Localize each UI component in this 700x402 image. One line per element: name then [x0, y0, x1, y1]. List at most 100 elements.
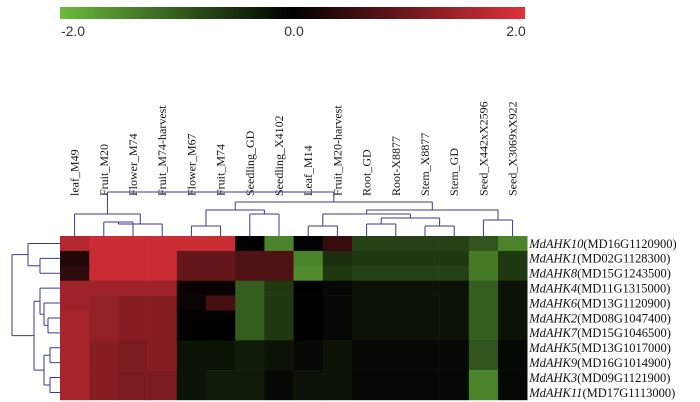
heatmap-cell-r9-c4	[176, 370, 207, 386]
heatmap-cell-r6-c2	[118, 325, 148, 341]
heatmap-cell-r0-c8	[293, 236, 324, 252]
heatmap-cell-r0-c12	[410, 236, 440, 252]
heatmap-cell-r10-c15	[498, 385, 528, 401]
colorbar-mid-label: 0.0	[284, 23, 304, 39]
column-dendrogram-branch-4	[249, 213, 280, 236]
heatmap-cell-r10-c2	[118, 385, 148, 401]
heatmap-cell-r2-c13	[439, 265, 470, 281]
heatmap-cell-r10-c1	[89, 385, 119, 401]
column-dendrogram-branch-2	[74, 213, 141, 236]
column-dendrogram-branch-7	[366, 223, 397, 236]
heatmap-cell-r5-c11	[381, 310, 411, 326]
heatmap-cell-r3-c4	[176, 280, 207, 296]
column-label-12: Stem_X8877	[418, 133, 432, 196]
heatmap-cell-r2-c7	[264, 265, 294, 281]
heatmap-cell-r2-c0	[60, 265, 90, 281]
heatmap-cell-r3-c13	[439, 280, 470, 296]
heatmap-cell-r10-c8	[293, 385, 324, 401]
heatmap-cell-r7-c10	[352, 340, 382, 356]
heatmap-cell-r1-c7	[264, 250, 294, 267]
row-dendrogram-branch-2	[47, 317, 60, 334]
heatmap-cell-r8-c8	[293, 355, 324, 371]
heatmap-cell-r3-c1	[89, 280, 119, 296]
heatmap-cell-r2-c15	[498, 265, 528, 281]
row-label-9: MdAHK3(MD09G1121900)	[528, 371, 670, 385]
row-dendrogram-branch-8	[33, 300, 44, 371]
column-label-2: Flower_M74	[126, 133, 140, 196]
row-dendrogram-branch-9	[11, 254, 34, 337]
column-label-9: Fruit_M20-harvest	[330, 105, 344, 196]
heatmap-cell-r5-c10	[352, 310, 382, 326]
heatmap-cell-r7-c14	[468, 340, 499, 356]
heatmap-cell-r9-c13	[439, 370, 470, 386]
heatmap-cell-r0-c1	[89, 236, 119, 252]
row-label-0: MdAHK10(MD16G1120900)	[528, 237, 676, 251]
heatmap-cell-r7-c5	[206, 340, 236, 356]
heatmap-cell-r6-c7	[264, 325, 294, 341]
heatmap-cell-r7-c13	[439, 340, 470, 356]
heatmap-cell-r8-c15	[498, 355, 528, 371]
row-dendrogram-branch-5	[49, 347, 60, 364]
heatmap-cell-r8-c14	[468, 355, 499, 371]
heatmap-cell-r2-c3	[147, 265, 178, 281]
heatmap-cell-r7-c12	[410, 340, 440, 356]
heatmap-cell-r7-c0	[60, 340, 90, 356]
heatmap-cell-r6-c10	[352, 325, 382, 341]
heatmap-cell-r1-c1	[89, 250, 119, 267]
heatmap-cell-r8-c4	[176, 355, 207, 371]
heatmap-cell-r0-c13	[439, 236, 470, 252]
heatmap-cell-r1-c10	[352, 250, 382, 267]
heatmap-cell-r9-c5	[206, 370, 236, 386]
row-dendrogram-branch-3	[43, 302, 60, 326]
heatmap-cell-r3-c5	[206, 280, 236, 296]
heatmap-cell-r2-c14	[468, 265, 499, 281]
heatmap-cell-r6-c5	[206, 325, 236, 341]
heatmap-cell-r9-c7	[264, 370, 294, 386]
heatmap-cell-r5-c7	[264, 310, 294, 326]
heatmap-cell-r1-c11	[381, 250, 411, 267]
heatmap-cell-r8-c5	[206, 355, 236, 371]
heatmap-cell-r1-c14	[468, 250, 499, 267]
heatmap-cell-r5-c0	[60, 310, 90, 326]
heatmap-cell-r8-c0	[60, 355, 90, 371]
heatmap-cell-r1-c0	[60, 250, 90, 267]
heatmap-cell-r4-c10	[352, 295, 382, 311]
row-label-3: MdAHK4(MD11G1315000)	[528, 281, 670, 295]
heatmap-cell-r3-c3	[147, 280, 178, 296]
colorbar	[60, 7, 525, 19]
heatmap-cell-r3-c0	[60, 280, 90, 296]
heatmap-cell-r10-c0	[60, 385, 90, 401]
heatmap-cell-r9-c14	[468, 370, 499, 386]
heatmap-cell-r3-c7	[264, 280, 294, 296]
heatmap-cell-r7-c1	[89, 340, 119, 356]
column-dendrogram	[74, 191, 514, 236]
heatmap-cell-r4-c4	[176, 295, 207, 311]
heatmap-cell-r1-c8	[293, 250, 324, 267]
row-label-4: MdAHK6(MD13G1120900)	[528, 296, 670, 310]
heatmap-cell-r10-c5	[206, 385, 236, 401]
column-dendrogram-branch-14	[106, 191, 335, 214]
row-dendrogram	[11, 242, 60, 393]
heatmap-cell-r6-c4	[176, 325, 207, 341]
heatmap-cell-r10-c3	[147, 385, 178, 401]
heatmap-cell-r2-c1	[89, 265, 119, 281]
heatmap-cell-r6-c8	[293, 325, 324, 341]
heatmap-cell-r2-c5	[206, 265, 236, 281]
heatmap-cell-r9-c2	[118, 370, 148, 386]
heatmap-cell-r3-c12	[410, 280, 440, 296]
heatmap-cell-r9-c10	[352, 370, 382, 386]
heatmap-cell-r3-c10	[352, 280, 382, 296]
heatmap-cell-r1-c15	[498, 250, 528, 267]
heatmap-cell-r2-c6	[235, 265, 265, 281]
column-label-10: Root_GD	[360, 149, 374, 196]
heatmap-cell-r2-c10	[352, 265, 382, 281]
heatmap-cell-r0-c3	[147, 236, 178, 252]
colorbar-max-label: 2.0	[506, 23, 526, 39]
heatmap-cell-r5-c12	[410, 310, 440, 326]
heatmap-cell-r0-c9	[322, 236, 353, 252]
column-dendrogram-branch-5	[205, 209, 265, 226]
heatmap-cell-r1-c13	[439, 250, 470, 267]
heatmap-cell-r7-c6	[235, 340, 265, 356]
heatmap-cell-r7-c11	[381, 340, 411, 356]
